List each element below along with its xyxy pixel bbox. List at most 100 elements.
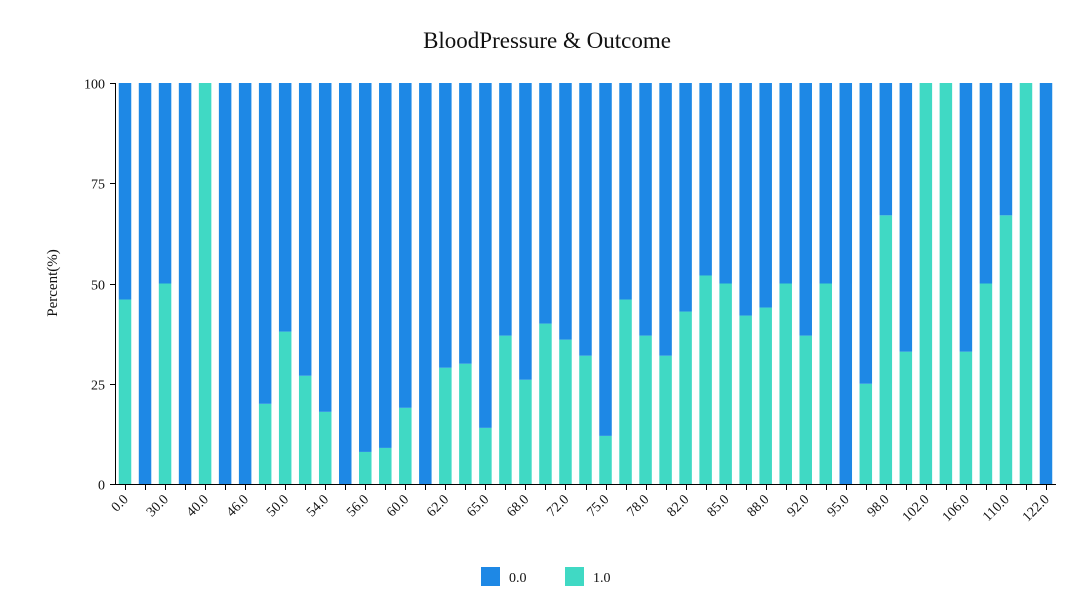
bar-outcome-0-85.0[interactable] bbox=[719, 83, 732, 284]
x-tick-label: 82.0 bbox=[665, 492, 693, 520]
bar-outcome-1-60.0[interactable] bbox=[399, 407, 412, 484]
x-tick-label: 106.0 bbox=[940, 492, 973, 525]
bar-outcome-1-64.0[interactable] bbox=[459, 363, 472, 484]
bar-outcome-0-72.0[interactable] bbox=[559, 83, 572, 340]
bar-outcome-0-50.0[interactable] bbox=[278, 83, 292, 332]
bar-outcome-0-54.0[interactable] bbox=[318, 83, 332, 412]
bar-outcome-0-80.0[interactable] bbox=[659, 83, 672, 356]
bar-outcome-1-86.0[interactable] bbox=[739, 315, 752, 484]
y-axis-label: Percent(%) bbox=[45, 249, 61, 316]
bar-outcome-1-85.0[interactable] bbox=[719, 283, 732, 485]
bar-outcome-0-92.0[interactable] bbox=[799, 83, 812, 336]
bar-outcome-0-55.0[interactable] bbox=[338, 83, 352, 484]
bar-outcome-1-104.0[interactable] bbox=[939, 83, 953, 484]
legend-label-0.0[interactable]: 0.0 bbox=[509, 571, 527, 586]
bar-outcome-0-110.0[interactable] bbox=[999, 83, 1013, 216]
bar-outcome-0-62.0[interactable] bbox=[439, 83, 452, 368]
x-tick-label: 56.0 bbox=[344, 492, 372, 520]
x-tick-label: 60.0 bbox=[384, 492, 412, 520]
bar-outcome-1-102.0[interactable] bbox=[919, 83, 933, 484]
bar-outcome-0-58.0[interactable] bbox=[379, 83, 392, 448]
bar-outcome-0-38.0[interactable] bbox=[178, 83, 192, 484]
bar-outcome-0-65.0[interactable] bbox=[479, 83, 492, 428]
bar-outcome-1-58.0[interactable] bbox=[379, 447, 392, 484]
bar-outcome-0-100.0[interactable] bbox=[899, 83, 913, 352]
bar-outcome-0-44.0[interactable] bbox=[218, 83, 232, 484]
bar-outcome-0-66.0[interactable] bbox=[499, 83, 512, 336]
bar-outcome-0-0.0[interactable] bbox=[118, 83, 132, 300]
bar-outcome-0-52.0[interactable] bbox=[298, 83, 312, 376]
bar-outcome-1-76.0[interactable] bbox=[619, 299, 632, 484]
bar-outcome-1-84.0[interactable] bbox=[699, 275, 712, 484]
bar-outcome-1-96.0[interactable] bbox=[859, 383, 873, 484]
bar-outcome-1-70.0[interactable] bbox=[539, 323, 552, 484]
bar-outcome-0-24.0[interactable] bbox=[138, 83, 152, 484]
bar-outcome-1-66.0[interactable] bbox=[499, 335, 512, 484]
bar-outcome-0-78.0[interactable] bbox=[639, 83, 652, 336]
bar-outcome-0-76.0[interactable] bbox=[619, 83, 632, 300]
bar-outcome-1-54.0[interactable] bbox=[318, 411, 332, 484]
bar-outcome-1-74.0[interactable] bbox=[579, 355, 592, 484]
bar-outcome-1-56.0[interactable] bbox=[359, 451, 372, 484]
bar-outcome-0-61.0[interactable] bbox=[419, 83, 432, 484]
x-tick-label: 68.0 bbox=[504, 492, 532, 520]
bar-outcome-0-70.0[interactable] bbox=[539, 83, 552, 324]
bar-outcome-0-108.0[interactable] bbox=[979, 83, 993, 284]
bar-outcome-0-60.0[interactable] bbox=[399, 83, 412, 408]
legend[interactable]: 0.0 1.0 bbox=[481, 567, 611, 586]
bar-outcome-0-56.0[interactable] bbox=[359, 83, 372, 452]
bar-outcome-1-30.0[interactable] bbox=[158, 283, 172, 485]
bar-outcome-0-82.0[interactable] bbox=[679, 83, 692, 312]
bar-outcome-0-30.0[interactable] bbox=[158, 83, 172, 284]
bar-outcome-0-86.0[interactable] bbox=[739, 83, 752, 316]
bar-outcome-0-68.0[interactable] bbox=[519, 83, 532, 380]
bar-outcome-1-80.0[interactable] bbox=[659, 355, 672, 484]
bar-outcome-1-0.0[interactable] bbox=[118, 299, 132, 484]
bar-outcome-0-64.0[interactable] bbox=[459, 83, 472, 364]
bar-outcome-1-94.0[interactable] bbox=[819, 283, 833, 485]
bar-outcome-1-88.0[interactable] bbox=[759, 307, 772, 484]
bar-outcome-0-48.0[interactable] bbox=[258, 83, 272, 404]
y-tick-label: 25 bbox=[91, 379, 105, 394]
bar-outcome-1-50.0[interactable] bbox=[278, 331, 292, 484]
x-tick-label: 95.0 bbox=[825, 492, 853, 520]
x-tick-label: 85.0 bbox=[705, 492, 733, 520]
x-tick-label: 50.0 bbox=[264, 492, 292, 520]
bar-outcome-1-72.0[interactable] bbox=[559, 339, 572, 484]
bar-outcome-1-68.0[interactable] bbox=[519, 379, 532, 484]
bar-outcome-1-65.0[interactable] bbox=[479, 427, 492, 484]
bar-outcome-0-106.0[interactable] bbox=[959, 83, 973, 352]
bar-outcome-1-62.0[interactable] bbox=[439, 367, 452, 484]
bar-outcome-0-74.0[interactable] bbox=[579, 83, 592, 356]
bar-outcome-0-46.0[interactable] bbox=[238, 83, 252, 484]
x-tick-label: 75.0 bbox=[584, 492, 612, 520]
legend-label-1.0[interactable]: 1.0 bbox=[593, 571, 611, 586]
bar-outcome-0-94.0[interactable] bbox=[819, 83, 833, 284]
legend-swatch-0.0[interactable] bbox=[481, 567, 500, 586]
bar-outcome-1-92.0[interactable] bbox=[799, 335, 812, 484]
bar-outcome-1-52.0[interactable] bbox=[298, 375, 312, 484]
bar-outcome-0-88.0[interactable] bbox=[759, 83, 772, 308]
bar-outcome-1-110.0[interactable] bbox=[999, 215, 1013, 484]
bar-outcome-1-90.0[interactable] bbox=[779, 283, 792, 485]
bar-outcome-1-48.0[interactable] bbox=[258, 403, 272, 484]
bar-outcome-1-114.0[interactable] bbox=[1019, 83, 1033, 484]
bar-outcome-1-75.0[interactable] bbox=[599, 435, 612, 484]
bar-outcome-1-100.0[interactable] bbox=[899, 351, 913, 484]
bar-outcome-0-75.0[interactable] bbox=[599, 83, 612, 436]
bar-outcome-0-122.0[interactable] bbox=[1039, 83, 1053, 484]
bar-outcome-1-82.0[interactable] bbox=[679, 311, 692, 484]
legend-swatch-1.0[interactable] bbox=[565, 567, 584, 586]
bar-outcome-1-98.0[interactable] bbox=[879, 215, 893, 484]
bar-outcome-1-78.0[interactable] bbox=[639, 335, 652, 484]
bar-outcome-1-106.0[interactable] bbox=[959, 351, 973, 484]
bar-outcome-0-98.0[interactable] bbox=[879, 83, 893, 216]
bar-outcome-1-108.0[interactable] bbox=[979, 283, 993, 485]
bar-outcome-0-84.0[interactable] bbox=[699, 83, 712, 276]
bar-outcome-0-96.0[interactable] bbox=[859, 83, 873, 384]
chart-title: BloodPressure & Outcome bbox=[423, 28, 671, 53]
bar-outcome-1-40.0[interactable] bbox=[198, 83, 212, 484]
bar-outcome-0-90.0[interactable] bbox=[779, 83, 792, 284]
y-tick-label: 50 bbox=[91, 279, 105, 294]
bar-outcome-0-95.0[interactable] bbox=[839, 83, 853, 484]
